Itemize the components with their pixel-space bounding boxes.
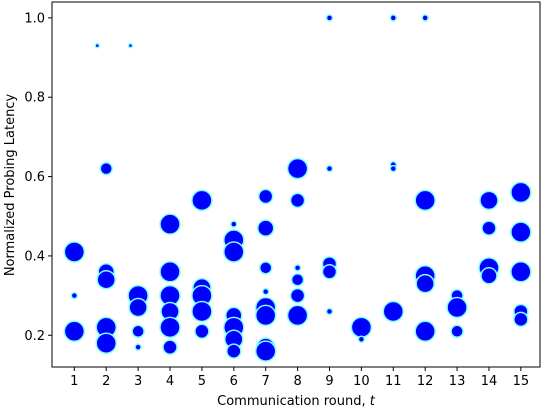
bubble (94, 42, 101, 49)
bubble (96, 269, 116, 290)
bubble (63, 241, 86, 263)
bubble (382, 300, 405, 323)
bubble (159, 261, 181, 283)
bubble (325, 14, 334, 22)
bubble (481, 220, 497, 236)
y-tick-label: 0.8 (24, 91, 45, 106)
bubble (289, 287, 306, 304)
bubble (159, 213, 181, 235)
bubble (414, 320, 436, 343)
bubble (286, 157, 309, 180)
bubble (70, 291, 79, 300)
x-tick-label: 14 (481, 374, 498, 389)
y-tick-label: 0.2 (24, 329, 45, 344)
bubble (414, 189, 436, 212)
marks (63, 14, 532, 362)
bubble (194, 323, 210, 340)
bubble (480, 267, 498, 285)
bubble (128, 297, 148, 318)
x-axis-label-var: t (370, 394, 376, 409)
bubble (325, 307, 334, 316)
bubble (261, 287, 270, 296)
bubble (421, 14, 429, 22)
bubble (325, 164, 334, 173)
x-tick-label: 2 (102, 374, 110, 389)
x-tick-label: 1 (70, 374, 78, 389)
bubble (256, 219, 275, 237)
bubble (258, 261, 273, 275)
plot-frame (51, 1, 541, 368)
bubble (99, 161, 113, 176)
bubble (286, 304, 309, 327)
bubble (446, 296, 468, 319)
x-tick-label: 11 (385, 374, 402, 389)
bubble (63, 320, 86, 343)
bubble (479, 190, 499, 211)
x-axis-label: Communication round, t (217, 394, 376, 409)
bubble (254, 340, 277, 362)
y-axis-label: Normalized Probing Latency (3, 94, 18, 277)
bubble (159, 316, 181, 339)
bubble (290, 272, 305, 287)
bubble (450, 324, 464, 339)
bubble (510, 181, 532, 204)
bubble (162, 339, 178, 355)
x-tick-label: 7 (262, 374, 270, 389)
x-tick-label: 12 (417, 374, 434, 389)
bubble (321, 264, 338, 280)
bubble (389, 164, 398, 173)
bubble (223, 241, 245, 263)
x-tick-label: 6 (230, 374, 238, 389)
bubble (357, 335, 366, 343)
bubble (127, 42, 134, 49)
bubble (293, 264, 302, 272)
y-tick-label: 1.0 (24, 11, 45, 26)
bubble (513, 311, 529, 328)
bubble (191, 189, 213, 212)
x-tick-label: 10 (353, 374, 370, 389)
bubble (131, 324, 145, 339)
bubble (226, 343, 242, 359)
bubble (254, 304, 277, 327)
bubble (289, 192, 306, 209)
x-axis-label-text: Communication round, (217, 394, 365, 409)
y-tick-label: 0.6 (24, 170, 45, 185)
x-tick-label: 3 (134, 374, 142, 389)
x-tick-label: 13 (449, 374, 466, 389)
x-tick-label: 4 (166, 374, 174, 389)
x-tick-label: 15 (513, 374, 530, 389)
bubble (350, 316, 373, 339)
bubble (134, 343, 142, 351)
bubble (95, 332, 117, 354)
x-tick-label: 8 (293, 374, 301, 389)
bubble (510, 221, 532, 243)
bubble (191, 300, 213, 323)
x-tick-label: 5 (198, 374, 206, 389)
y-tick-label: 0.4 (24, 249, 45, 264)
bubble (389, 14, 398, 22)
bubble (257, 188, 274, 205)
bubble (510, 261, 532, 283)
bubble (230, 220, 238, 228)
bubble (415, 273, 435, 294)
x-tick-label: 9 (325, 374, 333, 389)
